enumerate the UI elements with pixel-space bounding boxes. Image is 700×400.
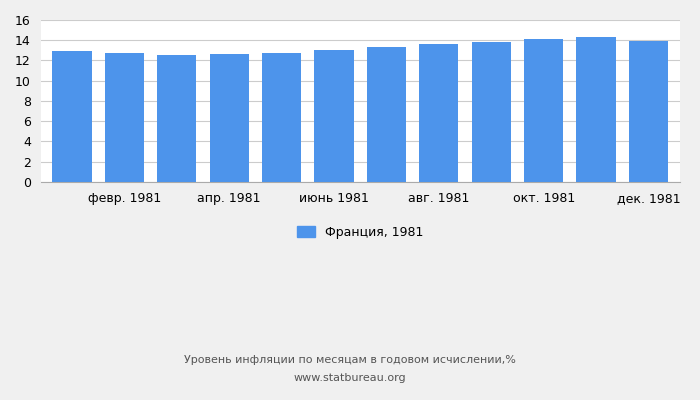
Text: Уровень инфляции по месяцам в годовом исчислении,%: Уровень инфляции по месяцам в годовом ис… — [184, 355, 516, 365]
Bar — [105, 53, 144, 182]
Bar — [262, 53, 301, 182]
Bar — [576, 37, 616, 182]
Bar — [367, 47, 406, 182]
Bar — [52, 51, 92, 182]
Bar — [629, 41, 668, 182]
Bar — [419, 44, 459, 182]
Bar — [472, 42, 511, 182]
Bar — [158, 56, 197, 182]
Bar — [314, 50, 354, 182]
Bar — [524, 39, 564, 182]
Bar — [209, 54, 249, 182]
Text: www.statbureau.org: www.statbureau.org — [294, 373, 406, 383]
Legend: Франция, 1981: Франция, 1981 — [292, 221, 429, 244]
